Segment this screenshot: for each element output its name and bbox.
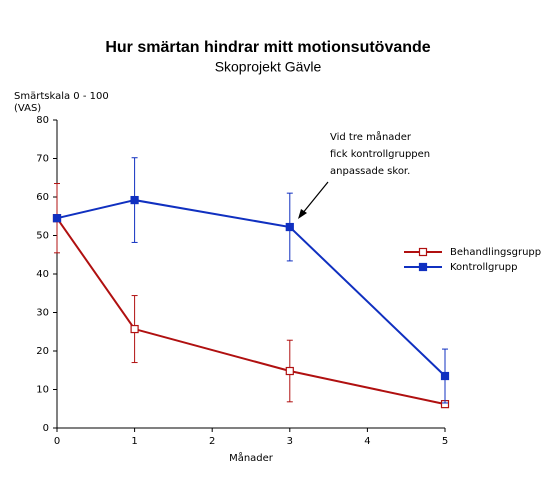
x-axis-label: Månader (229, 451, 274, 464)
series-line (56, 217, 446, 406)
x-tick-label: 0 (54, 436, 60, 447)
y-tick-label: 60 (36, 192, 49, 203)
chart-title: Hur smärtan hindrar mitt motionsutövande (105, 39, 430, 56)
annotation-arrow (301, 181, 329, 215)
x-tick-label: 2 (209, 436, 215, 447)
y-axis-label: Smärtskala 0 - 100 (14, 91, 109, 102)
data-point (130, 195, 139, 205)
y-tick-label: 70 (36, 154, 49, 165)
y-tick-label: 50 (36, 231, 49, 242)
y-tick-label: 20 (36, 346, 49, 357)
data-point (285, 366, 294, 376)
x-tick-label: 3 (287, 436, 293, 447)
data-point (285, 222, 294, 232)
y-tick-label: 10 (36, 385, 49, 396)
y-tick-label: 80 (36, 115, 49, 126)
y-axis-label: (VAS) (14, 103, 41, 114)
series-line (56, 199, 446, 377)
x-tick-label: 1 (131, 436, 137, 447)
data-point (130, 324, 139, 334)
y-tick-label: 0 (43, 423, 49, 434)
data-point (440, 371, 450, 381)
legend-marker (418, 262, 428, 272)
data-point (52, 214, 62, 223)
legend-marker (418, 247, 428, 257)
annotation: anpassade skor. (330, 166, 410, 177)
legend-label: Kontrollgrupp (450, 262, 518, 273)
x-tick-label: 4 (364, 436, 370, 447)
annotation: fick kontrollgruppen (330, 149, 430, 160)
x-tick-label: 5 (442, 436, 448, 447)
arrow-head (298, 209, 307, 219)
y-tick-label: 30 (36, 308, 49, 319)
chart-subtitle: Skoprojekt Gävle (215, 59, 322, 75)
y-tick-label: 40 (36, 269, 49, 280)
legend-label: Behandlingsgrupp (450, 247, 541, 258)
annotation: Vid tre månader (330, 130, 412, 143)
